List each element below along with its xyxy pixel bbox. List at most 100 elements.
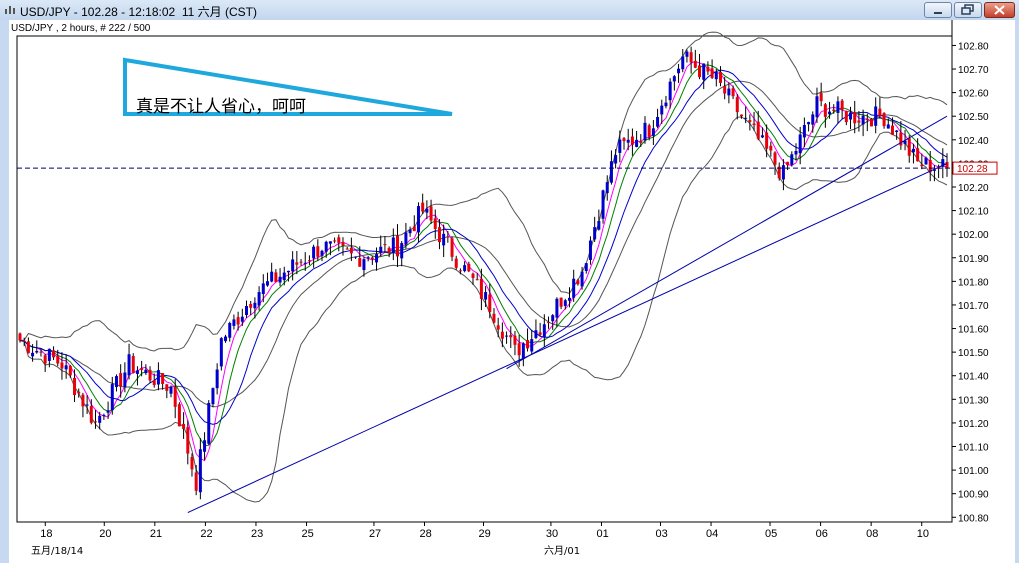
- candle-body: [312, 246, 316, 259]
- candle-body: [228, 323, 232, 338]
- candle-body: [64, 365, 68, 370]
- candle-body: [114, 376, 118, 388]
- candle-body: [836, 101, 840, 113]
- candle-body: [354, 256, 358, 258]
- candle-body: [924, 157, 928, 165]
- price-chart[interactable]: 102.80102.70102.60102.50102.40102.30102.…: [9, 20, 1015, 563]
- candle-107: [467, 261, 471, 273]
- candle-210: [899, 121, 903, 150]
- candle-body: [77, 391, 81, 394]
- title-bar[interactable]: USD/JPY - 102.28 - 12:18:02 11 六月 (CST): [0, 0, 1019, 20]
- candle-2: [26, 337, 30, 354]
- candle-172: [739, 114, 743, 119]
- y-tick-label-11: 101.70: [958, 301, 989, 312]
- candle-18: [94, 409, 98, 429]
- candle-body: [567, 297, 571, 301]
- candle-body: [123, 372, 127, 388]
- candle-111: [484, 286, 488, 308]
- x-sublabel-1: 六月/01: [544, 545, 580, 557]
- candle-body: [68, 365, 72, 376]
- restore-button[interactable]: [954, 2, 982, 18]
- candle-body: [941, 159, 945, 167]
- candle-129: [559, 297, 563, 310]
- candle-body: [341, 241, 345, 246]
- candle-body: [186, 427, 190, 454]
- candle-41: [190, 453, 194, 477]
- candle-87: [383, 236, 387, 253]
- candle-21: [106, 401, 110, 419]
- candle-149: [643, 116, 647, 144]
- candle-161: [693, 49, 697, 69]
- candle-body: [257, 292, 261, 306]
- candle-128: [555, 297, 559, 328]
- candle-body: [152, 380, 156, 386]
- candle-body: [89, 406, 93, 423]
- candle-body: [895, 130, 899, 132]
- candle-body: [622, 138, 626, 142]
- candle-99: [433, 209, 437, 239]
- candle-79: [349, 237, 353, 262]
- candle-89: [391, 228, 395, 261]
- candle-150: [647, 123, 651, 141]
- candle-body: [60, 362, 64, 369]
- candle-body: [26, 341, 30, 354]
- candle-125: [542, 314, 546, 348]
- candle-body: [131, 356, 135, 373]
- candle-23: [114, 374, 118, 392]
- candle-204: [874, 97, 878, 134]
- candle-body: [177, 404, 181, 427]
- candle-216: [924, 156, 928, 165]
- chart-app-icon: [5, 6, 15, 14]
- x-tick-label-6: 27: [369, 528, 381, 540]
- candle-91: [400, 240, 404, 267]
- candle-body: [752, 123, 756, 126]
- candle-155: [668, 78, 672, 109]
- candle-body: [588, 240, 592, 260]
- candle-126: [547, 316, 551, 329]
- x-tick-label-7: 28: [420, 528, 432, 540]
- candle-31: [148, 366, 152, 384]
- chart-header-label: USD/JPY , 2 hours, # 222 / 500: [11, 23, 151, 34]
- minimize-button[interactable]: [924, 2, 952, 18]
- candle-body: [731, 88, 735, 97]
- candle-body: [706, 66, 710, 72]
- candle-69: [307, 255, 311, 265]
- candle-body: [765, 132, 769, 149]
- y-tick-label-6: 102.20: [958, 183, 989, 194]
- candle-208: [890, 117, 894, 135]
- candle-body: [211, 388, 215, 405]
- candle-body: [18, 333, 22, 341]
- candle-body: [375, 254, 379, 263]
- current-price-box: [952, 161, 998, 175]
- candle-body: [819, 93, 823, 102]
- candle-48: [219, 337, 223, 371]
- candle-body: [660, 105, 664, 115]
- candle-71: [316, 239, 320, 261]
- candle-body: [584, 263, 588, 271]
- candle-body: [832, 109, 836, 112]
- candle-61: [274, 269, 278, 283]
- candle-body: [379, 246, 383, 253]
- candle-169: [727, 82, 731, 104]
- candle-106: [463, 261, 467, 273]
- candle-body: [450, 238, 454, 257]
- chart-panel[interactable]: 102.80102.70102.60102.50102.40102.30102.…: [9, 20, 1015, 563]
- x-sublabel-0: 五月/18/14: [31, 545, 83, 557]
- candle-179: [769, 141, 773, 157]
- candle-body: [890, 125, 894, 135]
- x-tick-label-9: 30: [546, 528, 558, 540]
- close-button[interactable]: [984, 2, 1015, 18]
- candle-body: [844, 110, 848, 123]
- candle-body: [307, 260, 311, 262]
- x-tick-label-16: 10: [917, 528, 929, 540]
- candle-body: [328, 241, 332, 244]
- candle-165: [710, 59, 714, 80]
- candle-65: [291, 251, 295, 281]
- candle-198: [849, 106, 853, 130]
- candle-body: [916, 148, 920, 162]
- candle-body: [240, 316, 244, 322]
- candle-30: [144, 364, 148, 375]
- candle-body: [911, 148, 915, 153]
- candle-body: [849, 112, 853, 120]
